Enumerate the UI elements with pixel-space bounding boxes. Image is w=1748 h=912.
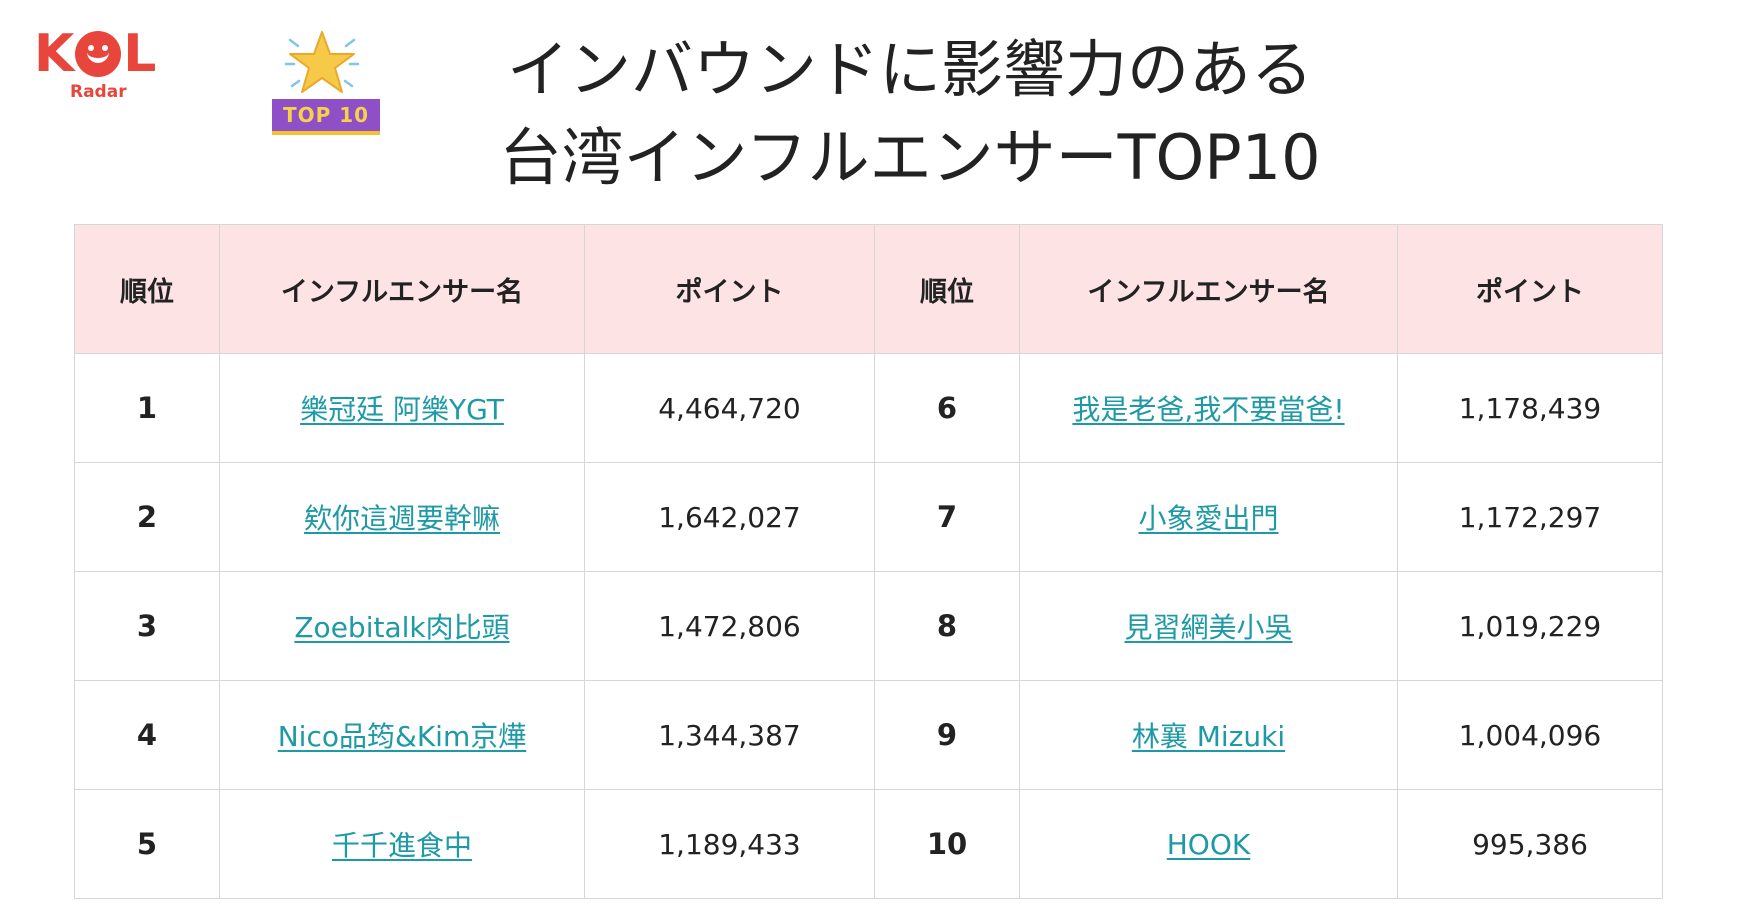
points-cell: 4,464,720 — [584, 353, 875, 463]
name-cell: 林襄 Mizuki — [1019, 680, 1398, 790]
header-points-left: ポイント — [584, 224, 875, 354]
header-name-left: インフルエンサー名 — [219, 224, 585, 354]
rank-cell: 1 — [74, 353, 220, 463]
table-row: 1 樂冠廷 阿樂YGT 4,464,720 6 我是老爸,我不要當爸! 1,17… — [74, 353, 1663, 463]
table-row: 5 千千進食中 1,189,433 10 HOOK 995,386 — [74, 789, 1663, 899]
logo-wordmark: K L — [34, 26, 164, 82]
name-cell: Nico品筠&Kim京燁 — [219, 680, 585, 790]
rank-cell: 9 — [874, 680, 1020, 790]
name-cell: Zoebitalk肉比頭 — [219, 571, 585, 681]
header-points-right: ポイント — [1397, 224, 1663, 354]
ranking-table: 順位 インフルエンサー名 ポイント 順位 インフルエンサー名 ポイント 1 樂冠… — [74, 224, 1663, 899]
influencer-link[interactable]: 林襄 Mizuki — [1131, 720, 1286, 753]
rank-cell: 3 — [74, 571, 220, 681]
points-cell: 1,178,439 — [1397, 353, 1663, 463]
rank-cell: 5 — [74, 789, 220, 899]
top10-badge: TOP 10 — [262, 26, 382, 138]
rank-cell: 8 — [874, 571, 1020, 681]
rank-cell: 10 — [874, 789, 1020, 899]
influencer-link[interactable]: 欸你這週要幹嘛 — [303, 502, 500, 535]
influencer-link[interactable]: Nico品筠&Kim京燁 — [277, 720, 527, 753]
logo-letter-k: K — [34, 24, 74, 84]
title-line-2: 台湾インフルエンサーTOP10 — [499, 121, 1321, 194]
rank-cell: 4 — [74, 680, 220, 790]
name-cell: HOOK — [1019, 789, 1398, 899]
name-cell: 欸你這週要幹嘛 — [219, 462, 585, 572]
name-cell: 我是老爸,我不要當爸! — [1019, 353, 1398, 463]
page-title: インバウンドに影響力のある 台湾インフルエンサーTOP10 — [400, 26, 1420, 202]
points-cell: 1,344,387 — [584, 680, 875, 790]
points-cell: 1,004,096 — [1397, 680, 1663, 790]
points-cell: 1,472,806 — [584, 571, 875, 681]
table-row: 4 Nico品筠&Kim京燁 1,344,387 9 林襄 Mizuki 1,0… — [74, 680, 1663, 790]
points-cell: 1,019,229 — [1397, 571, 1663, 681]
points-cell: 1,642,027 — [584, 462, 875, 572]
influencer-link[interactable]: 千千進食中 — [331, 829, 472, 862]
table-row: 3 Zoebitalk肉比頭 1,472,806 8 見習網美小吳 1,019,… — [74, 571, 1663, 681]
rank-cell: 7 — [874, 462, 1020, 572]
star-icon — [284, 31, 360, 93]
name-cell: 千千進食中 — [219, 789, 585, 899]
top10-label: TOP 10 — [272, 99, 380, 135]
logo-letter-l: L — [123, 24, 156, 84]
rank-cell: 2 — [74, 462, 220, 572]
points-cell: 995,386 — [1397, 789, 1663, 899]
header-rank-right: 順位 — [874, 224, 1020, 354]
influencer-link[interactable]: Zoebitalk肉比頭 — [294, 611, 510, 644]
influencer-link[interactable]: 我是老爸,我不要當爸! — [1072, 393, 1345, 426]
influencer-link[interactable]: 小象愛出門 — [1138, 502, 1279, 535]
influencer-link[interactable]: HOOK — [1166, 827, 1251, 861]
influencer-link[interactable]: 見習網美小吳 — [1124, 611, 1293, 644]
influencer-link[interactable]: 樂冠廷 阿樂YGT — [300, 393, 504, 426]
header-rank-left: 順位 — [74, 224, 220, 354]
points-cell: 1,189,433 — [584, 789, 875, 899]
table-header-row: 順位 インフルエンサー名 ポイント 順位 インフルエンサー名 ポイント — [74, 224, 1663, 354]
title-line-1: インバウンドに影響力のある — [506, 33, 1313, 106]
kol-radar-logo: K L Radar — [34, 26, 164, 106]
rank-cell: 6 — [874, 353, 1020, 463]
name-cell: 見習網美小吳 — [1019, 571, 1398, 681]
name-cell: 小象愛出門 — [1019, 462, 1398, 572]
points-cell: 1,172,297 — [1397, 462, 1663, 572]
smiley-icon — [75, 31, 122, 77]
header-name-right: インフルエンサー名 — [1019, 224, 1398, 354]
logo-subtitle: Radar — [70, 82, 127, 102]
table-row: 2 欸你這週要幹嘛 1,642,027 7 小象愛出門 1,172,297 — [74, 462, 1663, 572]
name-cell: 樂冠廷 阿樂YGT — [219, 353, 585, 463]
